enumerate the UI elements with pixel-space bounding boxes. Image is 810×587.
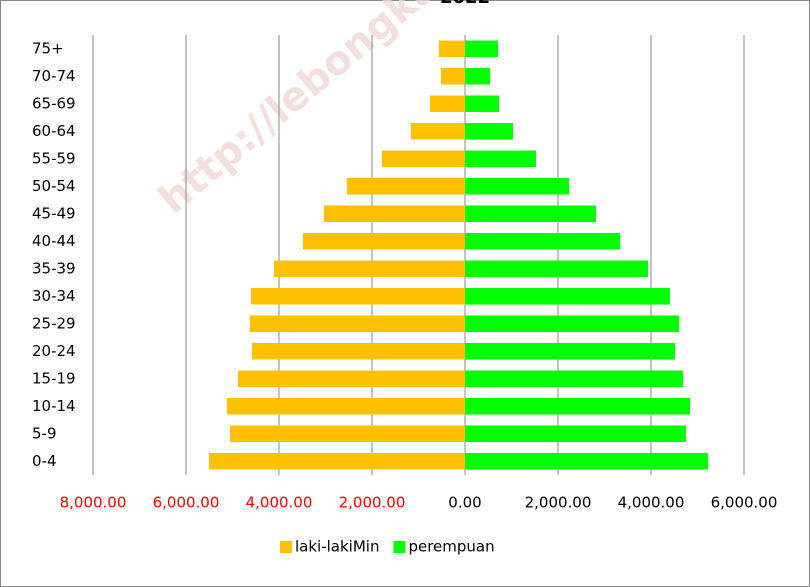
y-tick-label: 45-49 <box>32 204 76 222</box>
bar <box>465 233 620 250</box>
y-tick-label: 40-44 <box>32 232 76 250</box>
bar <box>229 425 465 442</box>
bar <box>429 95 465 112</box>
bar <box>465 453 709 470</box>
bar <box>251 343 465 360</box>
bar <box>465 288 671 305</box>
bar <box>465 40 499 57</box>
bar <box>465 315 679 332</box>
legend-label: laki-lakiMin <box>295 538 379 556</box>
y-tick-label: 75+ <box>32 39 64 57</box>
x-tick-label: 8,000.00 <box>60 494 127 512</box>
x-tick-label: 2,000.00 <box>525 494 592 512</box>
y-tick-label: 10-14 <box>32 397 76 415</box>
x-tick-label: 0.00 <box>448 494 481 512</box>
y-tick-label: 60-64 <box>32 122 76 140</box>
bar <box>324 205 465 222</box>
y-tick-label: 50-54 <box>32 177 76 195</box>
bar <box>465 398 691 415</box>
y-tick-label: 35-39 <box>32 259 76 277</box>
bar <box>465 343 675 360</box>
x-tick-label: 2,000.00 <box>339 494 406 512</box>
y-tick-label: 20-24 <box>32 342 76 360</box>
bar <box>465 370 683 387</box>
x-tick-label: 4,000.00 <box>246 494 313 512</box>
bar <box>302 233 465 250</box>
bar <box>237 370 465 387</box>
x-tick-label: 4,000.00 <box>618 494 685 512</box>
legend-swatch <box>280 541 292 553</box>
y-tick-label: 70-74 <box>32 67 76 85</box>
bar <box>465 260 648 277</box>
bar <box>441 68 465 85</box>
chart-title: 2022 <box>440 0 490 8</box>
bar <box>465 68 491 85</box>
bar <box>249 315 465 332</box>
bar <box>465 150 537 167</box>
bar <box>465 205 596 222</box>
y-tick-label: 25-29 <box>32 314 76 332</box>
bar <box>439 40 465 57</box>
y-tick-label: 15-19 <box>32 369 76 387</box>
y-tick-label: 5-9 <box>32 424 57 442</box>
y-tick-label: 30-34 <box>32 287 76 305</box>
legend-label: perempuan <box>408 538 494 556</box>
bar <box>381 150 465 167</box>
bar <box>411 123 465 140</box>
y-tick-label: 0-4 <box>32 452 57 470</box>
legend-swatch <box>393 541 406 553</box>
x-tick-label: 6,000.00 <box>153 494 220 512</box>
bar <box>465 425 687 442</box>
y-tick-label: 65-69 <box>32 94 76 112</box>
bar <box>209 453 465 470</box>
x-tick-label: 6,000.00 <box>711 494 778 512</box>
bar <box>251 288 465 305</box>
bar <box>465 178 570 195</box>
bar <box>273 260 465 277</box>
bar <box>227 398 465 415</box>
bar <box>346 178 465 195</box>
bar <box>465 95 499 112</box>
bar <box>465 123 513 140</box>
y-tick-label: 55-59 <box>32 149 76 167</box>
